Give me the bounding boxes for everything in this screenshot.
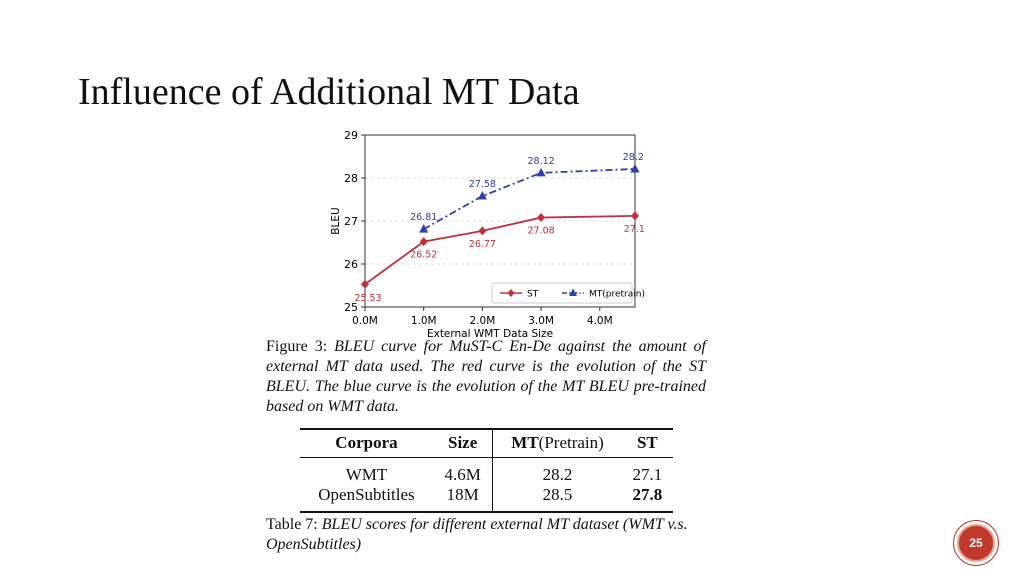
- y-tick-label: 28: [344, 172, 358, 185]
- y-tick-label: 26: [344, 258, 358, 271]
- header-st: ST: [621, 428, 673, 458]
- table-caption-text: BLEU scores for different external MT da…: [266, 516, 688, 553]
- slide-title: Influence of Additional MT Data: [78, 71, 580, 113]
- mt-data-label: 28.12: [527, 156, 554, 167]
- st-data-label: 26.77: [469, 239, 496, 250]
- legend-marker: [507, 289, 515, 297]
- y-axis-label: BLEU: [330, 207, 342, 234]
- legend-label: MT(pretrain): [589, 290, 645, 300]
- header-size: Size: [432, 428, 494, 458]
- figure-caption-label: Figure 3:: [266, 338, 328, 355]
- st-point: [419, 237, 428, 247]
- table-header-row: Corpora Size MT(Pretrain) ST: [300, 428, 673, 458]
- st-data-label: 25.53: [354, 293, 381, 304]
- table-caption: Table 7: BLEU scores for different exter…: [266, 515, 706, 555]
- x-tick-label: 1.0M: [411, 315, 437, 327]
- page-number: 25: [969, 536, 983, 550]
- page-number-badge: 25: [957, 524, 995, 562]
- table-row: OpenSubtitles 18M 28.5 27.8: [300, 485, 673, 513]
- mt-point: [630, 163, 640, 173]
- cell-mt: 28.5: [492, 485, 622, 513]
- st-point: [478, 226, 487, 236]
- x-tick-label: 3.0M: [528, 315, 554, 327]
- cell-corpora: OpenSubtitles: [300, 485, 433, 513]
- page-number-ring: [953, 520, 999, 566]
- x-tick-label: 2.0M: [470, 315, 496, 327]
- y-tick-label: 25: [344, 301, 358, 314]
- x-tick-label: 4.0M: [587, 315, 613, 327]
- cell-size: 4.6M: [432, 457, 494, 485]
- st-point: [361, 279, 369, 289]
- bleu-line-chart: 25 26 27 28 29 0.0M 1.0M 2.0M 3.0M 4.0M External W…: [330, 129, 645, 340]
- st-point: [537, 213, 546, 223]
- y-tick-label: 27: [344, 215, 358, 228]
- st-data-label: 27.08: [527, 226, 554, 237]
- figure-caption-text: BLEU curve for MuST-C En-De against the …: [266, 338, 707, 415]
- cell-st: 27.1: [632, 465, 663, 484]
- header-corpora: Corpora: [300, 428, 433, 458]
- x-axis-label: External WMT Data Size: [427, 328, 553, 340]
- mt-data-label: 28.21: [623, 152, 645, 163]
- y-tick-label: 29: [344, 129, 358, 142]
- cell-corpora: WMT: [345, 465, 388, 484]
- results-table: Corpora Size MT(Pretrain) ST WMT 4.6M 28…: [300, 428, 673, 513]
- mt-data-label: 26.81: [410, 212, 437, 223]
- table-caption-label: Table 7:: [266, 516, 318, 533]
- st-point: [631, 211, 639, 221]
- mt-point: [419, 224, 429, 233]
- mt-point: [536, 167, 546, 177]
- x-tick-label: 0.0M: [352, 315, 378, 327]
- mt-series-line: [423, 168, 636, 230]
- header-mt-bold: MT: [511, 433, 539, 452]
- mt-point: [477, 191, 487, 200]
- figure-caption: Figure 3: BLEU curve for MuST-C En-De ag…: [266, 337, 706, 417]
- legend-label: ST: [527, 290, 539, 300]
- cell-mt: 28.2: [542, 465, 573, 484]
- st-data-label: 27.12: [624, 224, 645, 235]
- cell-size: 18M: [432, 485, 494, 513]
- header-mt-rest: (Pretrain): [538, 433, 604, 452]
- st-data-label: 26.52: [410, 250, 437, 261]
- header-mt: MT(Pretrain): [492, 428, 622, 458]
- legend-marker: [569, 288, 577, 296]
- mt-data-label: 27.58: [469, 179, 496, 190]
- table-row: WMT 4.6M 28.2 27.1: [300, 457, 673, 485]
- cell-st: 27.8: [621, 485, 673, 513]
